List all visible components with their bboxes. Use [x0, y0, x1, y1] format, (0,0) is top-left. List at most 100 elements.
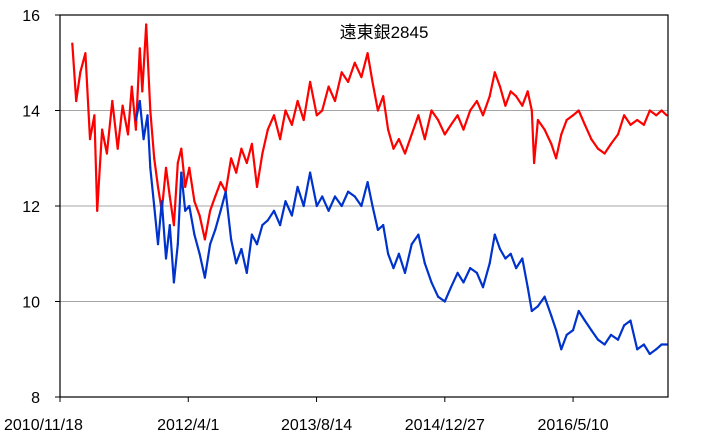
data-point — [488, 95, 491, 98]
data-point — [255, 185, 259, 188]
data-point — [403, 152, 407, 155]
data-point — [245, 161, 248, 165]
data-point — [134, 118, 137, 122]
data-point — [572, 114, 575, 117]
data-point — [266, 219, 269, 222]
data-point — [279, 138, 282, 141]
data-point — [184, 209, 187, 212]
data-point — [333, 195, 337, 198]
data-point — [410, 133, 413, 136]
data-point — [84, 52, 87, 55]
series-0 — [71, 23, 668, 241]
data-point — [462, 128, 465, 131]
data-point — [403, 271, 407, 274]
data-point — [315, 114, 318, 117]
data-point — [261, 152, 264, 155]
data-point — [493, 71, 496, 74]
data-point — [209, 243, 212, 246]
data-point — [198, 214, 201, 217]
data-point — [309, 171, 312, 174]
data-point — [560, 133, 563, 136]
data-point — [126, 133, 130, 136]
data-point — [565, 333, 568, 336]
data-point — [284, 200, 287, 203]
data-point — [577, 309, 580, 313]
data-point — [296, 185, 299, 188]
data-point — [530, 109, 533, 112]
x-tick-label: 2014/12/27 — [405, 417, 485, 434]
data-point — [437, 295, 440, 298]
data-point — [180, 147, 183, 150]
x-tick-label: 2013/8/14 — [281, 417, 352, 434]
data-point — [583, 123, 587, 126]
data-point — [449, 286, 453, 289]
data-point — [176, 243, 179, 246]
data-point — [469, 109, 472, 112]
data-point — [193, 233, 196, 236]
data-point — [340, 204, 343, 208]
data-point — [172, 281, 175, 284]
data-point — [203, 238, 206, 241]
data-point — [376, 109, 379, 112]
data-point — [245, 271, 248, 274]
data-point — [371, 80, 374, 83]
data-point — [397, 252, 400, 255]
data-point — [172, 224, 175, 227]
data-point — [347, 190, 350, 193]
data-point — [536, 305, 540, 308]
data-point — [272, 209, 276, 212]
series-1 — [134, 99, 668, 356]
data-point — [392, 267, 395, 270]
data-point — [327, 209, 330, 212]
data-point — [665, 343, 668, 346]
data-point — [153, 157, 156, 160]
series-layer — [71, 23, 668, 356]
data-point — [188, 204, 191, 208]
data-point — [309, 80, 312, 83]
x-tick-label: 2016/5/10 — [537, 417, 608, 434]
data-point — [530, 309, 533, 313]
data-point — [101, 128, 104, 131]
data-point — [423, 138, 426, 141]
data-point — [156, 243, 160, 246]
data-point — [164, 257, 168, 260]
data-point — [96, 209, 99, 212]
data-point — [230, 238, 233, 241]
data-point — [623, 324, 626, 327]
data-point — [475, 271, 478, 274]
data-point — [88, 138, 92, 141]
data-point — [184, 185, 187, 188]
data-point — [603, 343, 606, 346]
data-point — [515, 267, 518, 270]
data-point — [272, 114, 276, 117]
data-point — [168, 224, 171, 227]
data-point — [138, 99, 141, 103]
data-point — [160, 200, 163, 203]
data-point — [296, 99, 299, 103]
data-point — [481, 286, 485, 289]
data-point — [290, 214, 293, 217]
data-point — [121, 104, 124, 107]
data-point — [665, 114, 668, 117]
data-point — [437, 118, 440, 122]
data-point — [577, 109, 580, 112]
data-point — [153, 204, 156, 208]
data-point — [93, 114, 96, 117]
data-point — [203, 276, 206, 279]
data-point — [360, 76, 363, 79]
data-point — [284, 109, 287, 112]
data-point — [75, 99, 78, 103]
data-point — [543, 128, 546, 131]
data-point — [214, 228, 217, 231]
data-point — [590, 329, 593, 332]
data-point — [660, 343, 663, 346]
data-point — [629, 319, 632, 322]
data-point — [230, 157, 233, 160]
data-point — [156, 185, 160, 188]
data-point — [261, 224, 264, 227]
data-point — [116, 147, 119, 150]
data-point — [138, 47, 141, 50]
data-point — [371, 204, 374, 208]
